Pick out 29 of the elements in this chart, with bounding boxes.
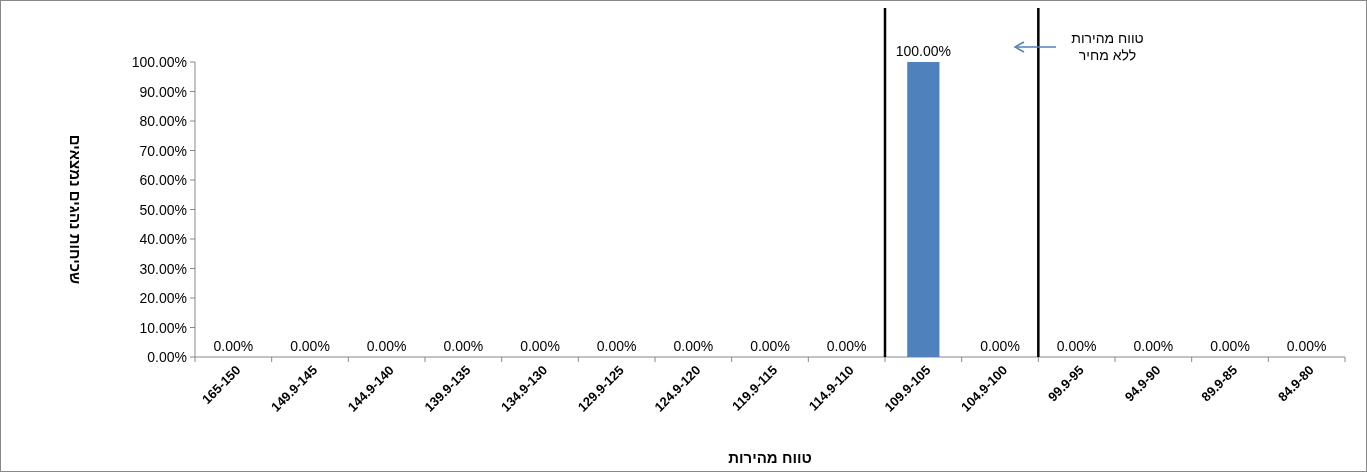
data-label: 0.00%	[673, 338, 714, 354]
y-tick-label: 10.00%	[139, 319, 187, 336]
y-tick-label: 70.00%	[139, 142, 187, 159]
y-tick-label: 50.00%	[139, 201, 187, 218]
data-label: 0.00%	[1056, 338, 1097, 354]
data-label: 0.00%	[1286, 338, 1327, 354]
y-tick-label: 0.00%	[147, 349, 187, 365]
y-axis-title: שכיחות נהגים נמצאים	[67, 134, 84, 285]
y-tick-label: 100.00%	[131, 54, 187, 70]
y-tick-label: 20.00%	[139, 290, 187, 306]
y-tick-label: 90.00%	[139, 83, 187, 100]
data-label: 0.00%	[213, 338, 254, 354]
data-label: 0.00%	[366, 338, 407, 354]
y-tick-label: 30.00%	[139, 260, 187, 277]
data-label: 0.00%	[290, 338, 330, 354]
data-label: 0.00%	[596, 338, 637, 354]
annotation: טווח מהירות ללא מחיר	[1070, 30, 1145, 64]
data-label: 0.00%	[1210, 338, 1250, 354]
data-label: 0.00%	[520, 338, 560, 354]
data-label: 100.00%	[895, 43, 951, 59]
y-tick-label: 80.00%	[139, 113, 187, 129]
data-label: 0.00%	[443, 338, 484, 354]
y-tick-label: 40.00%	[139, 231, 187, 247]
data-label: 0.00%	[1133, 338, 1174, 354]
x-axis-title: טווח מהירות	[728, 449, 812, 466]
data-label: 0.00%	[826, 338, 867, 354]
y-tick-label: 60.00%	[139, 172, 187, 188]
data-label: 0.00%	[980, 338, 1020, 354]
data-label: 0.00%	[750, 338, 790, 354]
